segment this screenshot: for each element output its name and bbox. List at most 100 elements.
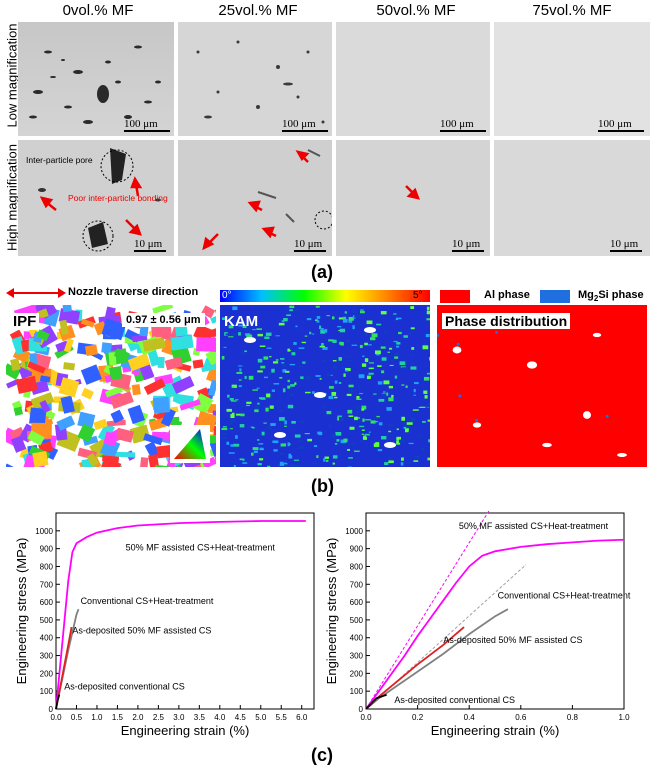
series-annotation: As-deposited 50% MF assisted CS [72, 625, 211, 635]
kam-speck [403, 426, 407, 429]
ipf-grain [171, 375, 195, 394]
ipf-grain [20, 339, 32, 352]
ipf-grain [131, 384, 141, 396]
phase-void [617, 452, 627, 458]
kam-speck [368, 362, 374, 364]
kam-speck [325, 460, 329, 462]
micrograph-high-1 [178, 140, 332, 256]
kam-speck [246, 334, 253, 339]
kam-speck [232, 306, 238, 311]
x-tick-label: 6.0 [296, 713, 308, 722]
phase-void [526, 361, 538, 369]
kam-speck [422, 420, 426, 423]
scalebar-low-0-text: 100 μm [124, 118, 158, 130]
kam-speck [257, 358, 263, 363]
kam-speck [423, 390, 428, 394]
scalebar-high-0-text: 10 μm [134, 238, 163, 250]
kam-speck [406, 424, 411, 429]
kam-speck [246, 328, 252, 331]
kam-void [274, 432, 286, 438]
kam-speck [405, 428, 409, 433]
kam-speck [278, 322, 285, 326]
kam-speck [320, 397, 325, 400]
ipf-grain [30, 392, 55, 410]
kam-speck [322, 344, 326, 346]
y-axis-label: Engineering stress (MPa) [324, 538, 339, 685]
kam-speck [297, 440, 303, 442]
legend-al-label: Al phase [484, 289, 530, 301]
kam-speck [295, 325, 298, 328]
kam-speck [294, 465, 301, 467]
annotation-pore: Inter-particle pore [26, 155, 93, 165]
ipf-grain [147, 348, 161, 367]
kam-speck [233, 443, 240, 447]
kam-speck [338, 357, 342, 361]
x-tick-label: 2.5 [153, 713, 165, 722]
x-tick-label: 0.5 [71, 713, 83, 722]
phase-void [582, 411, 592, 419]
ipf-grain [209, 325, 216, 338]
y-tick-label: 200 [40, 669, 54, 678]
kam-speck [332, 359, 337, 362]
kam-speck [293, 459, 300, 461]
kam-speck [279, 461, 284, 465]
series-line [365, 538, 625, 710]
kam-speck [240, 413, 245, 417]
ipf-grain [192, 393, 214, 415]
kam-speck [363, 333, 369, 336]
kam-speck [338, 381, 342, 384]
ipf-grain [154, 464, 170, 467]
kam-speck [399, 361, 406, 366]
ipf-grain [58, 377, 80, 398]
kam-speck [337, 415, 343, 418]
kam-speck [229, 397, 234, 401]
kam-speck [385, 392, 389, 396]
kam-speck [410, 327, 415, 330]
kam-speck [362, 436, 367, 440]
kam-speck [366, 320, 373, 325]
kam-speck [235, 435, 238, 439]
grain-size-label: 0.97 ± 0.56 μm [122, 313, 205, 327]
kam-speck [255, 444, 259, 446]
ipf-grain [127, 404, 145, 425]
kam-speck [338, 416, 344, 421]
kam-colorbar [220, 290, 430, 302]
kam-speck [348, 415, 354, 417]
legend-mg2si-suffix: Si phase [598, 289, 644, 301]
kam-speck [364, 342, 368, 346]
kam-speck [422, 345, 429, 350]
kam-speck [258, 443, 264, 445]
scalebar-low-3-text: 100 μm [598, 118, 632, 130]
kam-speck [359, 425, 365, 428]
kam-speck [306, 318, 312, 321]
kam-speck [267, 425, 272, 430]
kam-speck [411, 347, 415, 350]
kam-speck [348, 389, 354, 393]
kam-speck [428, 439, 430, 443]
kam-speck [241, 406, 244, 408]
kam-speck [375, 350, 381, 355]
kam-speck [252, 447, 259, 451]
kam-speck [302, 361, 306, 364]
kam-speck [420, 447, 426, 451]
kam-speck [359, 392, 364, 395]
kam-speck [368, 431, 371, 433]
kam-speck [408, 442, 414, 445]
ipf-grain [142, 337, 166, 352]
kam-speck [238, 332, 241, 336]
column-title-1: 25vol.% MF [218, 2, 298, 19]
kam-speck [339, 328, 346, 333]
kam-speck [230, 421, 233, 425]
y-tick-label: 900 [350, 545, 364, 554]
micrograph-high-2 [336, 140, 490, 256]
kam-speck [414, 455, 420, 458]
x-tick-label: 0.0 [50, 713, 62, 722]
kam-speck [275, 359, 279, 361]
kam-speck [376, 415, 380, 418]
kam-min-label: 0° [222, 290, 232, 301]
ipf-grain [209, 441, 216, 458]
guide-line [365, 509, 491, 710]
kam-speck [304, 432, 310, 435]
ipf-grain [60, 395, 75, 414]
kam-speck [375, 442, 380, 446]
